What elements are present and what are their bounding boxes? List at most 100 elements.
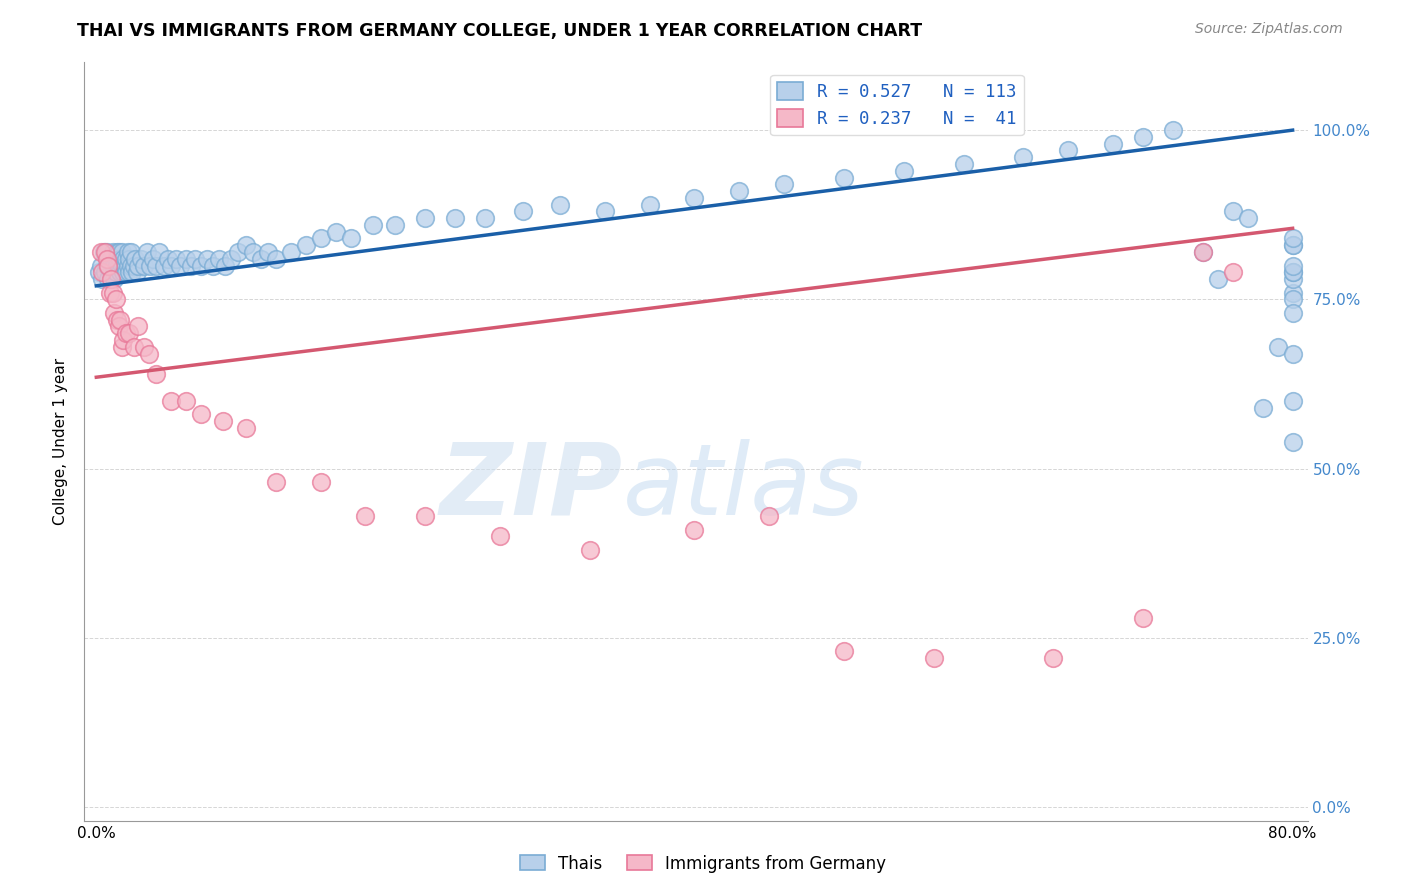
Point [235, 421, 257, 435]
Point [103, 259, 125, 273]
Point [97, 259, 120, 273]
Point [122, 259, 145, 273]
Point [1281, 434, 1303, 449]
Point [129, 252, 152, 266]
Point [112, 252, 135, 266]
Point [1281, 393, 1303, 408]
Point [444, 211, 467, 226]
Point [638, 197, 661, 211]
Point [354, 508, 377, 523]
Point [101, 259, 124, 273]
Point [103, 306, 125, 320]
Point [165, 252, 187, 266]
Point [1281, 285, 1303, 300]
Point [1251, 401, 1274, 415]
Point [728, 184, 751, 198]
Point [264, 475, 287, 490]
Point [96, 259, 118, 273]
Point [157, 252, 180, 266]
Point [1192, 244, 1215, 259]
Point [413, 508, 436, 523]
Point [593, 204, 616, 219]
Point [110, 265, 132, 279]
Point [952, 157, 974, 171]
Point [93, 244, 115, 259]
Point [1267, 340, 1289, 354]
Point [114, 259, 136, 273]
Point [309, 475, 332, 490]
Point [174, 252, 197, 266]
Point [97, 272, 120, 286]
Point [107, 244, 129, 259]
Point [893, 163, 915, 178]
Legend: Thais, Immigrants from Germany: Thais, Immigrants from Germany [513, 848, 893, 880]
Point [1057, 144, 1080, 158]
Point [104, 293, 127, 307]
Point [1222, 265, 1244, 279]
Point [1281, 265, 1303, 279]
Point [91, 265, 114, 279]
Point [683, 191, 706, 205]
Point [142, 252, 165, 266]
Point [101, 285, 124, 300]
Point [219, 252, 242, 266]
Point [1281, 231, 1303, 245]
Point [107, 319, 129, 334]
Point [190, 408, 212, 422]
Point [1012, 150, 1035, 164]
Point [1281, 306, 1303, 320]
Point [832, 170, 855, 185]
Point [512, 204, 534, 219]
Point [112, 265, 135, 279]
Point [120, 244, 142, 259]
Point [110, 252, 132, 266]
Point [1281, 346, 1303, 360]
Point [115, 265, 138, 279]
Point [1281, 259, 1303, 273]
Point [201, 259, 224, 273]
Point [107, 259, 129, 273]
Point [100, 252, 122, 266]
Point [1042, 651, 1064, 665]
Point [120, 259, 142, 273]
Point [127, 259, 149, 273]
Point [94, 265, 117, 279]
Point [105, 312, 128, 326]
Point [758, 508, 780, 523]
Point [174, 393, 197, 408]
Point [294, 238, 316, 252]
Point [1192, 244, 1215, 259]
Point [190, 259, 212, 273]
Point [145, 259, 167, 273]
Point [125, 265, 148, 279]
Point [105, 259, 128, 273]
Point [1236, 211, 1258, 226]
Point [96, 252, 118, 266]
Point [214, 259, 236, 273]
Point [280, 244, 302, 259]
Point [145, 367, 167, 381]
Point [122, 340, 145, 354]
Point [112, 333, 135, 347]
Point [1102, 136, 1125, 151]
Point [1161, 123, 1184, 137]
Point [242, 244, 264, 259]
Point [98, 285, 121, 300]
Point [118, 252, 141, 266]
Y-axis label: College, Under 1 year: College, Under 1 year [53, 358, 69, 525]
Point [1281, 293, 1303, 307]
Point [474, 211, 496, 226]
Point [118, 265, 141, 279]
Point [489, 529, 512, 543]
Point [97, 259, 120, 273]
Point [105, 244, 128, 259]
Point [111, 340, 134, 354]
Point [250, 252, 273, 266]
Point [134, 340, 156, 354]
Point [309, 231, 332, 245]
Point [124, 252, 146, 266]
Point [148, 244, 170, 259]
Point [548, 197, 571, 211]
Point [115, 326, 138, 341]
Point [1132, 129, 1154, 144]
